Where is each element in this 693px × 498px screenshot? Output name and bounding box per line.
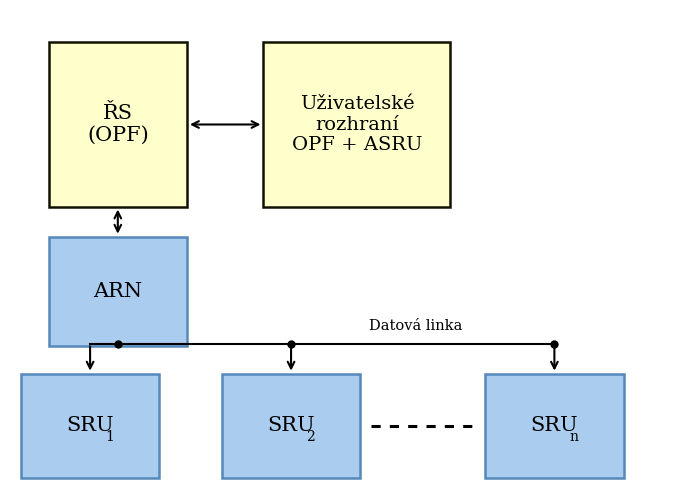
Bar bbox=[222, 374, 360, 478]
Bar bbox=[21, 374, 159, 478]
Text: SRU: SRU bbox=[267, 416, 315, 435]
Text: Datová linka: Datová linka bbox=[369, 319, 462, 333]
Text: SRU: SRU bbox=[67, 416, 114, 435]
Bar bbox=[485, 374, 624, 478]
Bar bbox=[49, 237, 187, 346]
Text: SRU: SRU bbox=[531, 416, 578, 435]
Text: ŘS
(OPF): ŘS (OPF) bbox=[87, 104, 149, 145]
Bar bbox=[263, 42, 450, 207]
Bar bbox=[49, 42, 187, 207]
Text: 1: 1 bbox=[105, 430, 114, 444]
Text: n: n bbox=[570, 430, 578, 444]
Text: ARN: ARN bbox=[94, 282, 142, 301]
Text: Uživatelské
rozhraní
OPF + ASRU: Uživatelské rozhraní OPF + ASRU bbox=[292, 95, 422, 154]
Text: 2: 2 bbox=[306, 430, 315, 444]
